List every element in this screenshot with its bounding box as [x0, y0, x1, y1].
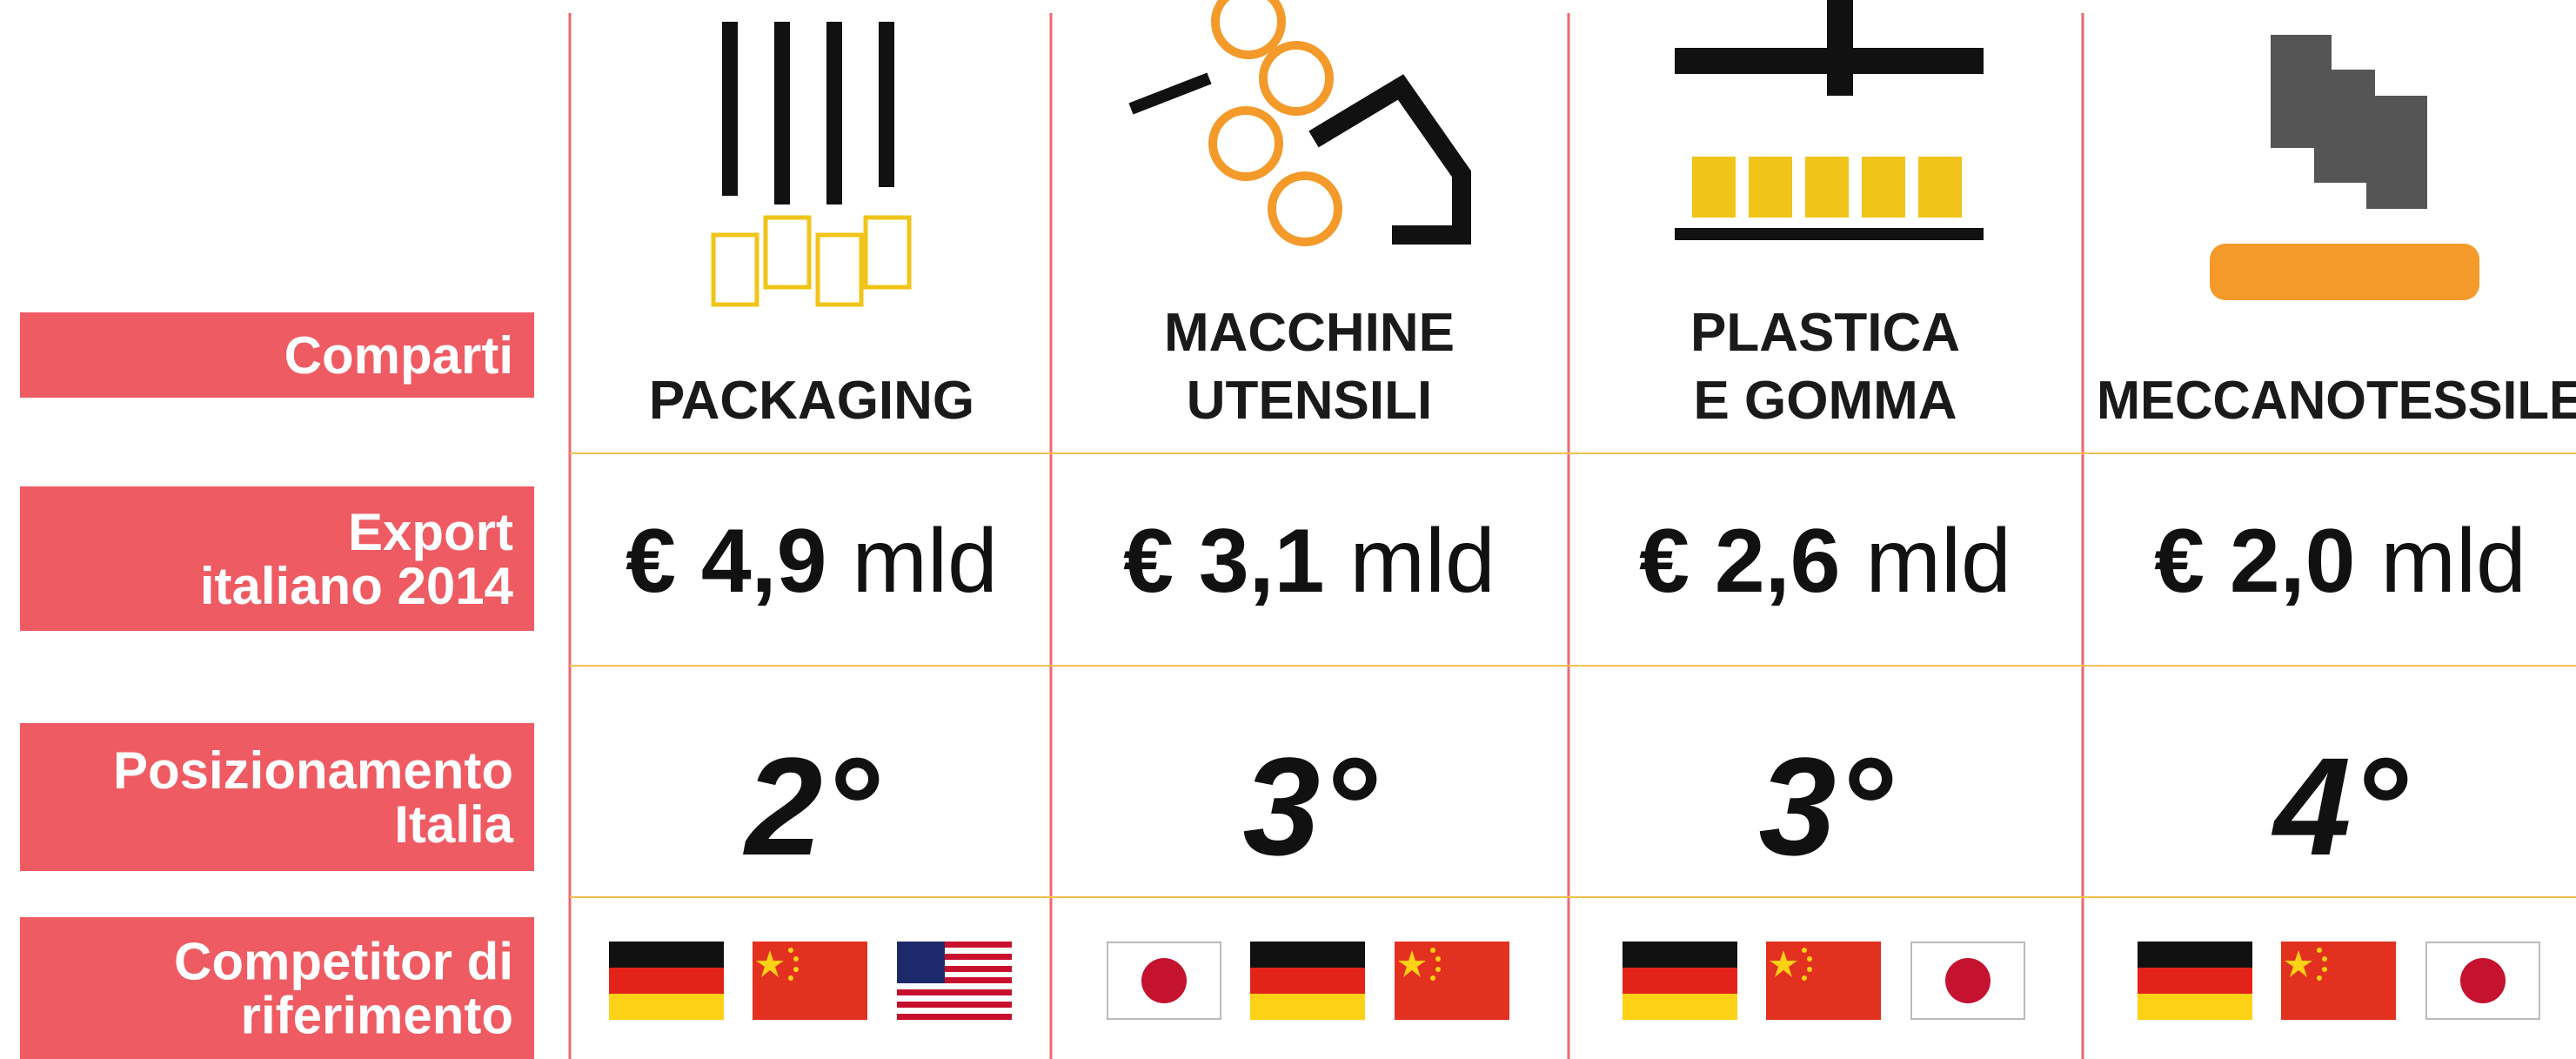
sector-name: E GOMMA — [1693, 371, 1957, 431]
export-value: € 4,9 mld — [626, 511, 998, 612]
row-label: Italia — [394, 795, 513, 854]
flags — [609, 942, 2539, 1020]
export-value: € 3,1 mld — [1123, 511, 1495, 612]
row-label: Competitor di — [174, 933, 513, 991]
row-label: Posizionamento — [113, 741, 513, 800]
export-unit: mld — [1349, 511, 1495, 612]
export-amount: € 2,0 — [2154, 511, 2355, 612]
icon-plastics — [1675, 0, 1984, 240]
export-unit: mld — [852, 511, 998, 612]
sector-name: MACCHINE — [1164, 303, 1455, 363]
export-unit: mld — [1865, 511, 2011, 612]
italy-rank: 3° — [1759, 728, 1893, 884]
icon-textile — [2210, 35, 2479, 300]
icon-machine-tools — [1131, 0, 1462, 242]
sector-name: PLASTICA — [1690, 303, 1960, 363]
sector-name: PACKAGING — [649, 371, 974, 431]
infographic: Comparti Exportitaliano 2014 Posizionament… — [0, 0, 2576, 1059]
sector-name: UTENSILI — [1187, 371, 1432, 431]
export-value: € 2,6 mld — [1639, 511, 2011, 612]
italy-rank: 2° — [743, 728, 880, 884]
row-label: riferimento — [241, 987, 513, 1045]
row-label: Export — [348, 503, 513, 561]
row-label: italiano 2014 — [200, 557, 514, 615]
italy-rank: 3° — [1243, 728, 1377, 884]
export-amount: € 2,6 — [1639, 511, 1840, 612]
export-unit: mld — [2380, 511, 2526, 612]
icon-packaging — [713, 22, 909, 305]
row-label: Comparti — [284, 326, 513, 385]
export-value: € 2,0 mld — [2154, 511, 2526, 612]
export-amount: € 4,9 — [626, 511, 826, 612]
italy-rank: 4° — [2272, 728, 2408, 884]
export-amount: € 3,1 — [1123, 511, 1324, 612]
sector-name: MECCANOTESSILE — [2097, 371, 2576, 431]
